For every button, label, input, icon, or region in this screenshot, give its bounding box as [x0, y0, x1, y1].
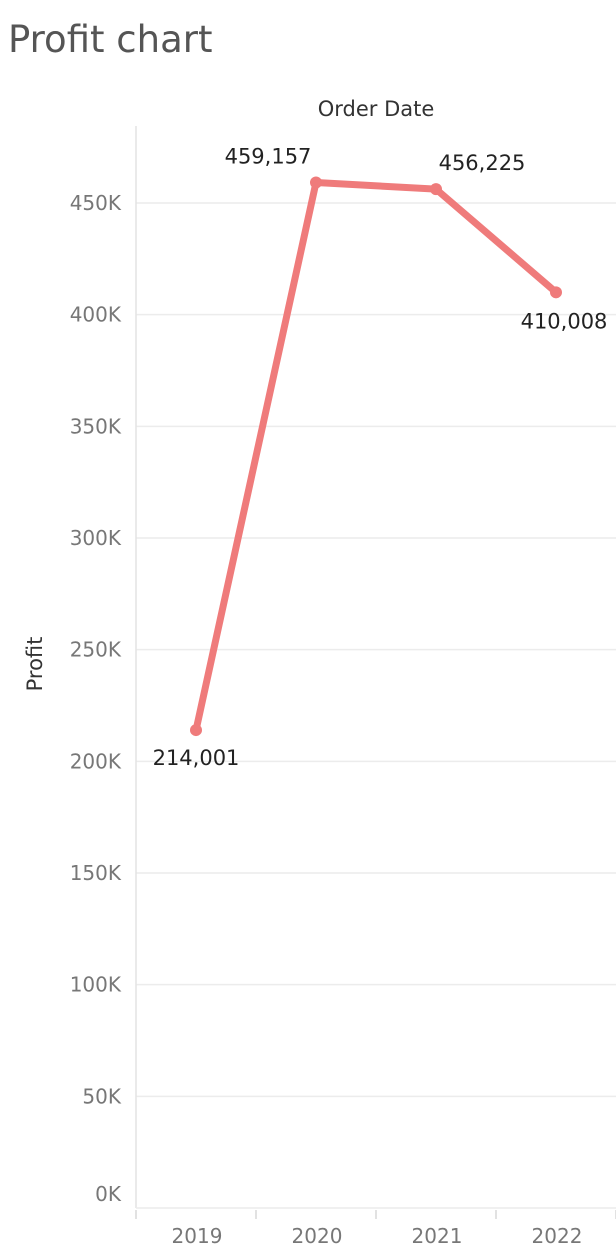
data-label: 459,157 — [225, 145, 312, 169]
data-label: 456,225 — [439, 151, 526, 175]
x-tick-label: 2019 — [172, 1224, 223, 1248]
x-tick-label: 2021 — [412, 1224, 463, 1248]
y-tick-label: 150K — [70, 861, 122, 885]
y-tick-labels: 0K 50K 100K 150K 200K 250K 300K 350K 400K 450K — [70, 191, 122, 1206]
data-point — [310, 176, 322, 189]
data-point — [430, 183, 442, 196]
x-tick-labels: 2019 2020 2021 2022 — [172, 1224, 583, 1248]
series-line — [192, 179, 560, 734]
data-label: 410,008 — [521, 309, 608, 333]
axes — [135, 126, 616, 1219]
data-point — [550, 286, 562, 299]
gridlines — [136, 202, 616, 1098]
y-tick-label: 400K — [70, 303, 122, 327]
x-axis-header: Order Date — [318, 97, 435, 121]
x-tick-label: 2020 — [292, 1224, 343, 1248]
y-tick-label: 200K — [70, 749, 122, 773]
y-axis-label: Profit — [23, 637, 47, 692]
y-tick-label: 450K — [70, 191, 122, 215]
data-label: 214,001 — [153, 746, 240, 770]
data-point — [190, 724, 202, 737]
y-tick-label: 100K — [70, 973, 122, 997]
x-tick-label: 2022 — [532, 1224, 583, 1248]
y-tick-label: 350K — [70, 414, 122, 438]
y-tick-label: 0K — [95, 1182, 122, 1206]
y-tick-label: 50K — [82, 1084, 121, 1108]
y-tick-label: 250K — [70, 638, 122, 662]
data-labels: 214,001 459,157 456,225 410,008 — [153, 145, 608, 771]
profit-series — [190, 176, 562, 737]
page-title: Profit chart — [8, 18, 213, 61]
y-tick-label: 300K — [70, 526, 122, 550]
